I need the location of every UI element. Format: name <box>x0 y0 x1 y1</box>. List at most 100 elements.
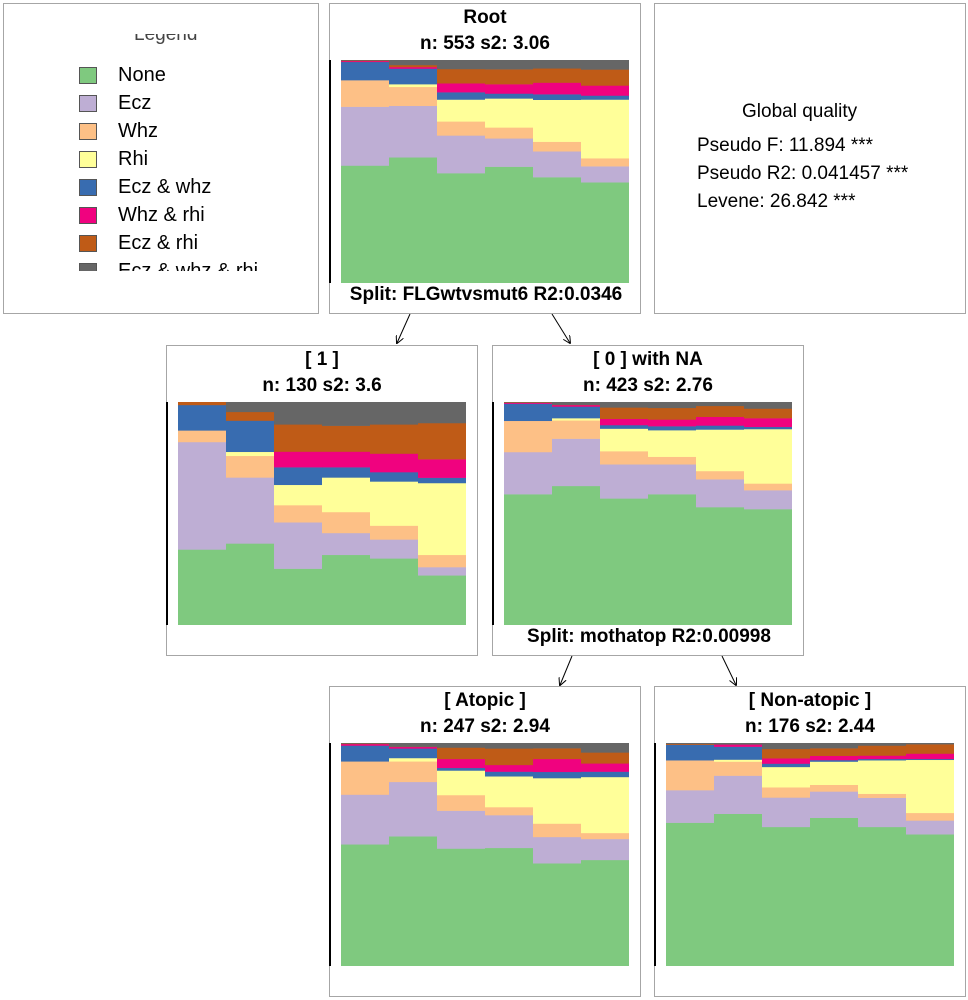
y-axis-line <box>654 743 656 966</box>
bar-segment-none <box>600 498 649 625</box>
bar-segment-whz <box>744 483 792 491</box>
y-axis-line <box>166 402 168 625</box>
bar-segment-ecz-whz-rhi <box>666 743 715 744</box>
pseudo-r2: Pseudo R2: 0.041457 *** <box>697 163 909 184</box>
bar-segment-ecz-rhi <box>504 402 553 403</box>
tree-node-node-1: [ 1 ] n: 130 s2: 3.6 <box>166 345 478 656</box>
bar-segment-ecz-whz-rhi <box>762 743 811 750</box>
bar-segment-none <box>552 485 601 625</box>
bar-segment-rhi <box>485 776 534 808</box>
split-clip: Split: mothatop R2:0.00998 <box>485 626 805 650</box>
bar-segment-ecz <box>226 477 275 544</box>
bar-segment-ecz-rhi <box>485 69 534 85</box>
bar-segment-ecz-whz <box>666 744 715 761</box>
bar-segment-none <box>437 173 486 283</box>
state-distribution-plot <box>666 743 954 966</box>
bar-segment-whz <box>178 430 227 443</box>
legend-swatch <box>79 234 97 252</box>
bar-segment-whz <box>906 812 954 821</box>
bar-segment-whz <box>226 455 275 478</box>
bar-segment-rhi <box>858 760 907 794</box>
bar-segment-whz <box>485 127 534 139</box>
tree-node-non-atopic: [ Non-atopic ] n: 176 s2: 2.44 <box>654 686 966 997</box>
bar-segment-whz-rhi <box>322 451 371 468</box>
bar-segment-rhi <box>762 766 811 788</box>
bar-segment-ecz-whz-rhi <box>389 743 438 747</box>
bar-segment-none <box>322 554 371 625</box>
legend-title: Legend <box>134 34 198 45</box>
bar-segment-whz <box>418 554 466 568</box>
bar-segment-ecz <box>666 790 715 823</box>
bar-segment-none <box>581 859 629 966</box>
legend-label: Rhi <box>118 147 149 170</box>
legend-item: Ecz & rhi <box>79 231 198 255</box>
node-label: [ 1 ] <box>305 349 339 370</box>
y-axis-line <box>492 402 494 625</box>
node-label: [ Non-atopic ] <box>748 690 872 711</box>
bar-segment-ecz-whz-rhi <box>322 402 371 426</box>
bar-segment-ecz <box>418 567 466 576</box>
levene: Levene: 26.842 *** <box>697 191 856 212</box>
bar-segment-whz <box>533 823 582 838</box>
bar-segment-ecz-whz-rhi <box>714 743 763 745</box>
bar-segment-rhi <box>485 98 534 128</box>
bar-segment-whz-rhi <box>485 84 534 94</box>
bar-segment-rhi <box>581 99 629 159</box>
state-distribution-plot <box>341 743 629 966</box>
bar-segment-rhi <box>533 778 582 824</box>
bar-segment-ecz-rhi <box>906 744 954 754</box>
bar-segment-ecz-rhi <box>370 424 419 454</box>
bar-segment-whz <box>552 420 601 439</box>
bar-segment-whz <box>696 470 745 480</box>
legend-swatch <box>79 206 97 224</box>
bar-segment-ecz <box>274 522 323 569</box>
bar-segment-whz-rhi <box>581 85 629 96</box>
bar-segment-whz <box>504 420 553 453</box>
bar-segment-ecz-whz-rhi <box>648 402 697 409</box>
legend-label: Ecz <box>118 91 152 114</box>
bar-segment-ecz-whz <box>533 771 582 779</box>
bar-segment-rhi <box>648 430 697 457</box>
bar-segment-none <box>370 558 419 625</box>
bar-segment-none <box>485 166 534 283</box>
bar-segment-ecz-whz <box>581 771 629 778</box>
bar-segment-ecz-whz <box>552 406 601 419</box>
bar-segment-rhi <box>389 84 438 88</box>
bar-segment-whz-rhi <box>341 743 390 746</box>
bar-segment-rhi <box>389 757 438 762</box>
legend-item: Rhi <box>79 147 148 171</box>
bar-segment-ecz-whz <box>370 472 419 482</box>
node-label: Root <box>463 7 507 28</box>
bar-segment-none <box>341 165 390 283</box>
bar-segment-ecz-whz-rhi <box>370 402 419 425</box>
split-clip: Split: FLGwtvsmut6 R2:0.0346 <box>322 284 642 308</box>
bar-segment-ecz-rhi <box>322 425 371 452</box>
bar-segment-ecz <box>485 815 534 849</box>
bar-segment-none <box>648 494 697 625</box>
bar-segment-ecz-whz <box>274 467 323 486</box>
node-stats: n: 176 s2: 2.44 <box>745 716 875 737</box>
bar-segment-rhi <box>533 99 582 142</box>
bar-segment-none <box>178 549 227 625</box>
state-distribution-plot <box>341 60 629 283</box>
bar-segment-rhi <box>437 770 486 796</box>
legend-clip: Legend None Ecz Whz Rhi Ecz & whz Whz & rhi Ec… <box>64 34 314 271</box>
bar-segment-whz-rhi <box>389 746 438 749</box>
bar-segment-ecz <box>370 539 419 559</box>
bar-segment-ecz <box>389 781 438 837</box>
bar-segment-ecz-whz-rhi <box>485 743 534 749</box>
bar-segment-none <box>581 182 629 283</box>
legend-label: Whz & rhi <box>118 203 205 226</box>
bar-segment-ecz-whz <box>389 68 438 85</box>
bar-segment-ecz-rhi <box>696 405 745 418</box>
tree-node-node-0: [ 0 ] with NA n: 423 s2: 2.76 Split: mot… <box>492 345 804 656</box>
bar-segment-ecz-whz <box>226 420 275 453</box>
bar-segment-ecz-rhi <box>178 402 227 406</box>
bar-segment-whz <box>341 761 390 795</box>
bar-segment-none <box>696 507 745 625</box>
bar-segment-ecz <box>810 791 859 818</box>
bar-segment-ecz-whz <box>648 426 697 431</box>
bar-segment-whz <box>600 451 649 465</box>
bar-segment-ecz-whz <box>389 748 438 759</box>
bar-segment-ecz-whz <box>485 93 534 99</box>
